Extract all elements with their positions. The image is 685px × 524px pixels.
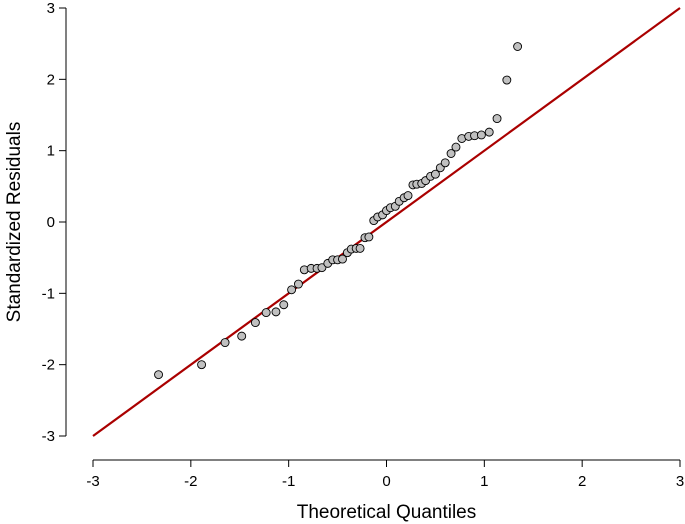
x-axis: -3 -2 -1 0 1 2 3 (86, 459, 684, 490)
data-point (338, 254, 347, 264)
data-point (317, 263, 327, 273)
x-ticks: -3 -2 -1 0 1 2 3 (86, 460, 684, 490)
x-tick-label: -1 (282, 473, 295, 490)
y-tick-label: -3 (42, 428, 55, 445)
data-point (154, 370, 163, 380)
data-point (279, 300, 289, 310)
data-points (154, 42, 523, 380)
y-axis-title: Standardized Residuals (4, 122, 25, 323)
y-tick-label: 1 (47, 143, 55, 160)
data-point (237, 331, 247, 341)
x-tick-label: 0 (382, 473, 390, 490)
data-point (294, 279, 303, 289)
data-point (403, 191, 413, 201)
data-point (364, 232, 374, 242)
x-tick-label: -3 (86, 473, 99, 490)
data-point (492, 114, 502, 124)
data-point (261, 308, 271, 318)
data-point (287, 285, 297, 295)
x-tick-label: -2 (184, 473, 197, 490)
y-ticks: -3 -2 -1 0 1 2 3 (42, 0, 66, 445)
data-point (250, 318, 260, 328)
y-tick-label: -2 (42, 357, 55, 374)
data-point (271, 307, 281, 317)
data-point (440, 158, 450, 168)
y-tick-label: 2 (47, 71, 55, 88)
y-tick-label: -1 (42, 285, 55, 302)
data-point (476, 130, 486, 140)
data-point (451, 142, 461, 152)
x-tick-label: 2 (578, 473, 586, 490)
data-point (430, 169, 440, 179)
data-point (484, 127, 494, 137)
x-tick-label: 3 (676, 473, 684, 490)
data-point (197, 360, 207, 370)
data-point (220, 338, 230, 348)
data-point (513, 42, 523, 51)
y-axis: -3 -2 -1 0 1 2 3 (42, 0, 67, 445)
y-tick-label: 0 (47, 214, 55, 231)
data-point (446, 149, 456, 158)
data-point (355, 243, 365, 253)
reference-line (92, 7, 681, 437)
y-tick-label: 3 (47, 0, 55, 17)
data-point (502, 75, 512, 85)
x-axis-title: Theoretical Quantiles (297, 502, 477, 523)
x-tick-label: 1 (480, 473, 488, 490)
